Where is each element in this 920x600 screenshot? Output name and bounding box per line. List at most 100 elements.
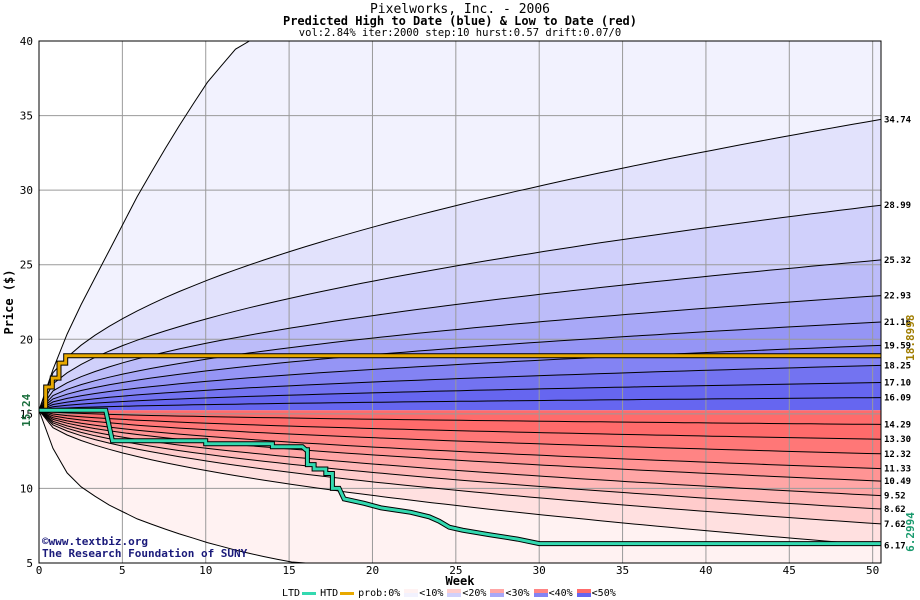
- quantile-end-label: 16.09: [884, 394, 911, 404]
- ltd-value-label: 6.2994: [904, 512, 917, 552]
- x-tick-label: 0: [36, 564, 43, 577]
- legend-ltd: LTD: [282, 588, 318, 599]
- start-price-label: 15.24: [20, 393, 33, 426]
- legend: LTD HTD prob:0% <10% <20% <30% <40% <50%: [282, 587, 618, 599]
- quantile-end-label: 10.49: [884, 477, 911, 487]
- quantile-end-label: 14.29: [884, 420, 911, 430]
- band-fills: [39, 41, 881, 563]
- plot-frame: [38, 40, 882, 564]
- quantile-line-high: [38, 321, 882, 411]
- low-band-fill: [39, 410, 881, 524]
- quantile-line-low: [38, 409, 882, 547]
- ltd-line: [39, 408, 881, 546]
- htd-line: [39, 354, 881, 412]
- high-band-fill: [39, 259, 881, 411]
- legend-prob-label: prob:0%: [358, 587, 401, 599]
- watermark-line-2: The Research Foundation of SUNY: [42, 547, 248, 560]
- quantile-end-label: 19.59: [884, 341, 911, 351]
- x-tick-label: 25: [449, 564, 462, 577]
- quantile-end-label: 18.25: [884, 361, 911, 371]
- high-band-fill: [39, 365, 881, 411]
- y-tick-label: 15: [20, 408, 33, 421]
- quantile-end-label: 6.17: [884, 542, 906, 552]
- high-band-fill: [39, 397, 881, 411]
- x-tick-label: 30: [533, 564, 546, 577]
- quantile-line-low: [38, 409, 882, 525]
- legend-bin-swatch: [576, 589, 591, 597]
- quantile-end-label: 8.62: [884, 505, 906, 515]
- high-band-fill: [39, 345, 881, 411]
- x-tick-label: 50: [866, 564, 879, 577]
- low-band-fill: [39, 410, 881, 496]
- legend-bin-swatch: [533, 589, 548, 597]
- high-band-fill: [39, 322, 881, 411]
- legend-prob: prob:0%: [358, 588, 400, 599]
- legend-bin: <10%: [402, 588, 443, 599]
- quantile-end-label: 12.32: [884, 450, 911, 460]
- axes: [38, 40, 882, 564]
- high-band-fill: [39, 295, 881, 411]
- x-axis-label: Week: [446, 574, 476, 588]
- low-band-fill: [39, 410, 881, 469]
- quantile-end-label: 34.74: [884, 115, 912, 125]
- legend-bin-label: <10%: [419, 587, 444, 599]
- legend-bin-swatch: [447, 589, 462, 597]
- x-tick-label: 10: [199, 564, 212, 577]
- legend-htd-label: HTD: [320, 587, 339, 599]
- y-tick-label: 20: [20, 333, 33, 346]
- low-band-fill: [39, 410, 881, 546]
- legend-bin-swatch: [490, 589, 505, 597]
- legend-bin-label: <20%: [462, 587, 487, 599]
- x-tick-label: 20: [366, 564, 379, 577]
- legend-bin: <50%: [575, 588, 616, 599]
- x-tick-label: 45: [783, 564, 796, 577]
- high-band-fill: [39, 382, 881, 411]
- high-band-fill: [39, 41, 881, 411]
- y-tick-label: 30: [20, 184, 33, 197]
- low-band-fill: [39, 410, 881, 482]
- low-band-fill: [39, 410, 881, 454]
- quantile-line-low: [38, 409, 882, 455]
- quantile-end-label: 28.99: [884, 201, 911, 211]
- y-axis-label: Price ($): [2, 269, 16, 334]
- x-tick-label: 40: [699, 564, 712, 577]
- y-tick-label: 5: [26, 557, 33, 570]
- quantile-line-low: [38, 409, 882, 497]
- quantile-end-label: 17.10: [884, 379, 911, 389]
- y-tick-label: 40: [20, 35, 33, 48]
- htd-value-label: 18.8998: [904, 315, 917, 361]
- legend-bin-label: <50%: [591, 587, 616, 599]
- quantile-line-high: [38, 295, 882, 411]
- watermark-line-1: ©www.textbiz.org: [42, 535, 148, 548]
- y-tick-label: 10: [20, 482, 33, 495]
- chart-params: vol:2.84% iter:2000 step:10 hurst:0.57 d…: [298, 27, 622, 39]
- quantile-end-label: 9.52: [884, 492, 906, 502]
- legend-htd: HTD: [320, 588, 356, 599]
- chart-subtitle: Predicted High to Date (blue) & Low to D…: [282, 14, 637, 28]
- quantile-line-high: [38, 259, 882, 411]
- legend-bin-label: <40%: [548, 587, 573, 599]
- quantile-end-label: 11.33: [884, 465, 911, 475]
- quantile-line-high: [38, 344, 882, 411]
- chart-title: Pixelworks, Inc. - 2006: [369, 2, 550, 17]
- quantile-line-low: [38, 409, 882, 425]
- legend-bin: <30%: [488, 587, 530, 599]
- quantile-line-low: [38, 409, 882, 510]
- legend-bin-label: <30%: [505, 587, 530, 599]
- legend-bin-swatch: [404, 589, 419, 597]
- low-band-fill: [39, 410, 881, 563]
- quantile-line-high: [38, 118, 882, 411]
- x-tick-label: 35: [616, 564, 629, 577]
- quantile-end-label: 21.16: [884, 318, 911, 328]
- quantile-line-high: [38, 382, 882, 411]
- quantile-line-high: [38, 204, 882, 411]
- legend-bin: <20%: [445, 588, 486, 599]
- legend-ltd-swatch: [302, 591, 317, 595]
- y-tick-label: 35: [20, 110, 33, 123]
- y-tick-label: 25: [20, 259, 33, 272]
- legend-htd-swatch: [340, 591, 355, 595]
- quantile-line-high: [38, 364, 882, 411]
- quantile-line-low: [38, 409, 882, 440]
- legend-bins: <10% <20% <30% <40% <50%: [402, 588, 617, 599]
